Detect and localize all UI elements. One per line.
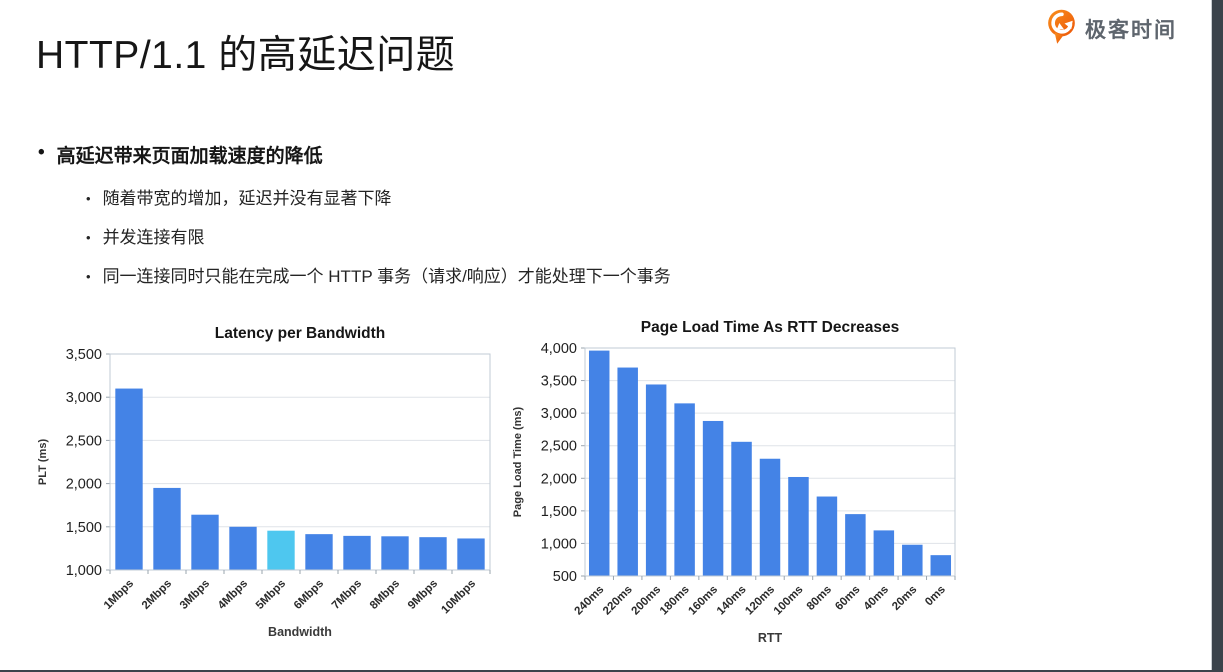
x-tick-label: 8Mbps bbox=[368, 578, 402, 612]
bullet-main-text: 高延迟带来页面加载速度的降低 bbox=[56, 146, 323, 167]
y-tick-label: 500 bbox=[553, 569, 577, 585]
bar bbox=[305, 534, 333, 570]
x-tick-label: 7Mbps bbox=[330, 578, 364, 612]
x-tick-label: 240ms bbox=[573, 584, 607, 618]
bar bbox=[816, 496, 838, 576]
x-tick-label: 10Mbps bbox=[439, 578, 478, 617]
bar bbox=[343, 535, 371, 570]
x-axis-label: Bandwidth bbox=[268, 625, 332, 639]
geektime-pin-icon bbox=[1046, 8, 1077, 50]
bullet-dot: • bbox=[86, 269, 91, 284]
y-tick-label: 2,000 bbox=[541, 471, 577, 487]
geektime-logo: 极客时间 bbox=[1046, 8, 1177, 50]
chart-svg: 500 1,000 1,500 2,000 2,500 3,000 3,500 4,000 24… bbox=[512, 319, 956, 645]
bar bbox=[115, 388, 143, 570]
bullet-sublist: • 随着带宽的增加，延迟并没有显著下降 • 并发连接有限 • 同一连接同时只能在… bbox=[86, 188, 938, 288]
y-tick-label: 3,000 bbox=[541, 406, 577, 422]
bar bbox=[759, 458, 781, 576]
x-tick-label: 5Mbps bbox=[254, 578, 288, 612]
bar bbox=[419, 537, 447, 570]
chart-title: Page Load Time As RTT Decreases bbox=[641, 319, 899, 336]
bar bbox=[645, 384, 667, 576]
bar bbox=[902, 544, 923, 576]
x-tick-label: 120ms bbox=[743, 584, 777, 618]
bar bbox=[731, 441, 752, 576]
x-tick-label: 100ms bbox=[772, 584, 806, 618]
bar bbox=[588, 350, 610, 576]
bullet-sub-text: 随着带宽的增加，延迟并没有显著下降 bbox=[102, 189, 392, 208]
bullet-list: • 高延迟带来页面加载速度的降低 • 随着带宽的增加，延迟并没有显著下降 • 并… bbox=[38, 141, 938, 305]
window-bottom-strip bbox=[0, 670, 1223, 672]
bullet-main: • 高延迟带来页面加载速度的降低 bbox=[38, 141, 938, 168]
y-tick-label: 1,000 bbox=[541, 536, 577, 552]
bullet-sub-text: 并发连接有限 bbox=[102, 228, 205, 247]
bar bbox=[381, 536, 409, 570]
x-tick-label: 40ms bbox=[862, 584, 891, 613]
y-tick-label: 4,000 bbox=[541, 341, 577, 357]
bar bbox=[788, 476, 809, 576]
x-tick-label: 160ms bbox=[686, 584, 720, 618]
x-tick-label: 0ms bbox=[923, 584, 948, 609]
geektime-logo-text: 极客时间 bbox=[1085, 19, 1177, 42]
x-tick-label: 180ms bbox=[658, 584, 692, 618]
chart-title: Latency per Bandwidth bbox=[215, 325, 386, 342]
y-tick-label: 1,500 bbox=[541, 504, 577, 520]
x-tick-label: 1Mbps bbox=[102, 578, 136, 612]
y-tick-label: 2,500 bbox=[541, 439, 577, 455]
x-tick-label: 2Mbps bbox=[140, 578, 174, 612]
y-tick-label: 3,500 bbox=[66, 347, 102, 363]
bar bbox=[674, 403, 695, 576]
bullet-sub-text: 同一连接同时只能在完成一个 HTTP 事务（请求/响应）才能处理下一个事务 bbox=[102, 267, 671, 286]
bullet-sub-item: • 并发连接有限 bbox=[86, 227, 938, 249]
x-tick-label: 140ms bbox=[715, 584, 749, 618]
window-side-strip bbox=[1211, 0, 1223, 672]
bar bbox=[617, 367, 638, 576]
bullet-sub-item: • 同一连接同时只能在完成一个 HTTP 事务（请求/响应）才能处理下一个事务 bbox=[86, 266, 938, 288]
x-tick-label: 6Mbps bbox=[292, 578, 326, 612]
bar bbox=[702, 420, 724, 576]
x-tick-label: 9Mbps bbox=[406, 578, 440, 612]
x-tick-label: 200ms bbox=[629, 584, 663, 618]
page-title: HTTP/1.1 的高延迟问题 bbox=[36, 34, 456, 77]
y-axis-label: PLT (ms) bbox=[37, 439, 49, 486]
bar bbox=[845, 514, 866, 576]
x-tick-label: 4Mbps bbox=[216, 578, 250, 612]
latency-per-bandwidth-chart: 1,000 1,500 2,000 2,500 3,000 3,500 1Mbps 2Mbps… bbox=[28, 320, 500, 642]
y-tick-label: 3,500 bbox=[541, 374, 577, 390]
bullet-dot: • bbox=[86, 191, 91, 206]
x-tick-label: 3Mbps bbox=[178, 578, 212, 612]
bullet-dot: • bbox=[86, 230, 91, 245]
page-load-time-rtt-chart: 500 1,000 1,500 2,000 2,500 3,000 3,500 4,000 24… bbox=[503, 314, 965, 648]
x-tick-label: 60ms bbox=[833, 584, 862, 613]
y-axis-label: Page Load Time (ms) bbox=[512, 406, 524, 517]
bar bbox=[229, 526, 257, 570]
bar bbox=[930, 555, 952, 576]
y-tick-label: 3,000 bbox=[66, 390, 102, 406]
bar bbox=[873, 530, 895, 576]
y-tick-label: 2,500 bbox=[66, 433, 102, 449]
bullet-dot: • bbox=[38, 142, 45, 163]
y-tick-label: 1,000 bbox=[66, 563, 102, 579]
bullet-sub-item: • 随着带宽的增加，延迟并没有显著下降 bbox=[86, 188, 938, 210]
bar bbox=[191, 514, 219, 570]
x-tick-label: 80ms bbox=[805, 584, 834, 613]
y-tick-label: 2,000 bbox=[66, 477, 102, 493]
x-tick-label: 220ms bbox=[601, 584, 635, 618]
chart-svg: 1,000 1,500 2,000 2,500 3,000 3,500 1Mbps 2Mbps… bbox=[37, 325, 491, 639]
x-tick-label: 20ms bbox=[890, 584, 919, 613]
bar bbox=[457, 538, 485, 570]
bar bbox=[267, 530, 295, 570]
bar bbox=[153, 487, 181, 570]
y-tick-label: 1,500 bbox=[66, 520, 102, 536]
x-axis-label: RTT bbox=[758, 631, 783, 645]
